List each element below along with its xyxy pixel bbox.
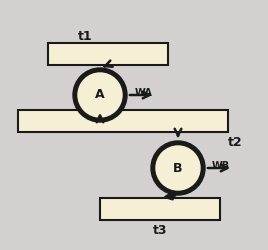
Text: A: A [95,88,105,102]
Text: t3: t3 [153,224,167,236]
Circle shape [151,141,205,195]
Circle shape [78,73,122,117]
Circle shape [156,146,200,190]
Bar [100,198,220,220]
Text: WB: WB [212,161,230,171]
Text: B: B [173,162,183,174]
Bar [48,43,168,65]
Bar [18,110,228,132]
Text: t1: t1 [78,30,92,44]
Text: t2: t2 [228,136,242,148]
Circle shape [73,68,127,122]
Text: WA: WA [135,88,153,98]
